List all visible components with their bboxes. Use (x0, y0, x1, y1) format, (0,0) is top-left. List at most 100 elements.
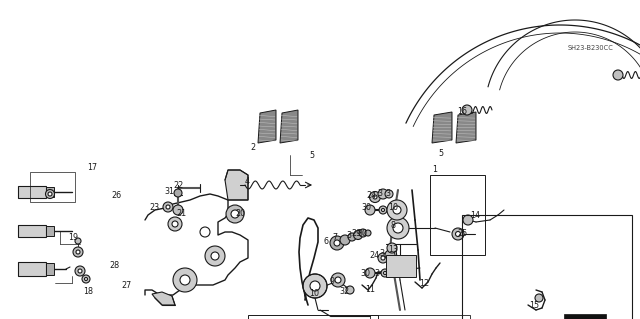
Text: 3: 3 (380, 249, 385, 258)
Circle shape (359, 229, 367, 237)
Text: 13: 13 (388, 244, 398, 254)
Text: 18: 18 (83, 286, 93, 295)
Circle shape (378, 189, 388, 199)
Text: 7: 7 (332, 234, 337, 242)
Circle shape (340, 235, 350, 245)
Circle shape (388, 265, 397, 275)
Circle shape (172, 221, 178, 227)
Bar (46, 226, 54, 236)
Circle shape (45, 189, 54, 198)
Circle shape (387, 200, 407, 220)
Text: 3: 3 (346, 231, 351, 240)
Text: 21: 21 (176, 209, 186, 218)
Text: 17: 17 (87, 164, 97, 173)
Text: 30: 30 (360, 269, 370, 278)
Circle shape (205, 246, 225, 266)
Circle shape (174, 189, 182, 197)
Circle shape (211, 252, 219, 260)
Circle shape (385, 190, 393, 198)
Text: 32: 32 (339, 286, 349, 295)
Polygon shape (258, 110, 276, 143)
Circle shape (462, 105, 472, 115)
Circle shape (226, 205, 244, 223)
Text: 24: 24 (369, 251, 379, 261)
Text: 26: 26 (111, 190, 121, 199)
Bar (462, 215, 632, 319)
Text: 1: 1 (433, 166, 438, 174)
Circle shape (331, 273, 345, 287)
Circle shape (335, 277, 341, 283)
Circle shape (75, 238, 81, 244)
Circle shape (381, 256, 385, 260)
Bar (248, 315, 378, 319)
Text: 8: 8 (390, 220, 396, 229)
Polygon shape (432, 112, 452, 143)
Circle shape (381, 269, 389, 277)
Circle shape (387, 217, 409, 239)
Bar (18, 262, 46, 276)
Bar (30, 172, 75, 202)
Text: 10: 10 (388, 203, 398, 211)
Circle shape (73, 247, 83, 257)
Circle shape (303, 274, 327, 298)
Text: 31: 31 (164, 187, 174, 196)
Circle shape (173, 205, 183, 215)
Bar (46, 263, 54, 275)
Text: 5: 5 (438, 149, 444, 158)
Bar (386, 255, 416, 277)
Text: 16: 16 (457, 108, 467, 116)
Text: 25: 25 (457, 229, 467, 239)
Circle shape (76, 250, 80, 254)
Circle shape (353, 231, 362, 240)
Circle shape (383, 271, 387, 275)
Text: 19: 19 (68, 234, 78, 242)
Circle shape (379, 206, 387, 214)
Circle shape (166, 205, 170, 209)
Bar (46, 187, 54, 197)
Circle shape (173, 268, 197, 292)
Circle shape (387, 243, 397, 253)
Text: SH23-B230CC: SH23-B230CC (568, 45, 614, 51)
Polygon shape (456, 112, 476, 143)
Circle shape (369, 191, 381, 203)
Text: 24: 24 (366, 191, 376, 201)
Circle shape (180, 275, 190, 285)
Polygon shape (225, 170, 248, 200)
Text: 10: 10 (309, 288, 319, 298)
Circle shape (613, 70, 623, 80)
Text: 22: 22 (173, 181, 183, 189)
Circle shape (231, 210, 239, 218)
Text: 15: 15 (529, 300, 539, 309)
Circle shape (535, 294, 543, 302)
Bar (18, 225, 46, 237)
Circle shape (452, 228, 464, 240)
Circle shape (385, 250, 395, 260)
Text: 3: 3 (385, 189, 390, 197)
Text: 14: 14 (470, 211, 480, 220)
Circle shape (310, 281, 320, 291)
Text: 30: 30 (361, 204, 371, 212)
Text: 29: 29 (351, 228, 361, 238)
Text: 4: 4 (244, 177, 250, 187)
Bar (564, 314, 606, 319)
Circle shape (346, 286, 354, 294)
Text: FR.: FR. (575, 303, 595, 313)
Circle shape (334, 240, 340, 246)
Circle shape (75, 266, 85, 276)
Circle shape (163, 202, 173, 212)
Text: 6: 6 (323, 236, 328, 246)
Text: 27: 27 (122, 280, 132, 290)
Text: 5: 5 (309, 151, 315, 160)
Circle shape (373, 195, 377, 199)
Circle shape (365, 230, 371, 236)
Text: 9: 9 (330, 278, 335, 286)
Circle shape (378, 253, 388, 263)
Circle shape (168, 217, 182, 231)
Circle shape (463, 215, 473, 225)
Polygon shape (152, 292, 175, 305)
Circle shape (82, 275, 90, 283)
Polygon shape (280, 110, 298, 143)
Circle shape (456, 232, 461, 236)
Text: 23: 23 (149, 203, 159, 211)
Circle shape (365, 268, 375, 278)
